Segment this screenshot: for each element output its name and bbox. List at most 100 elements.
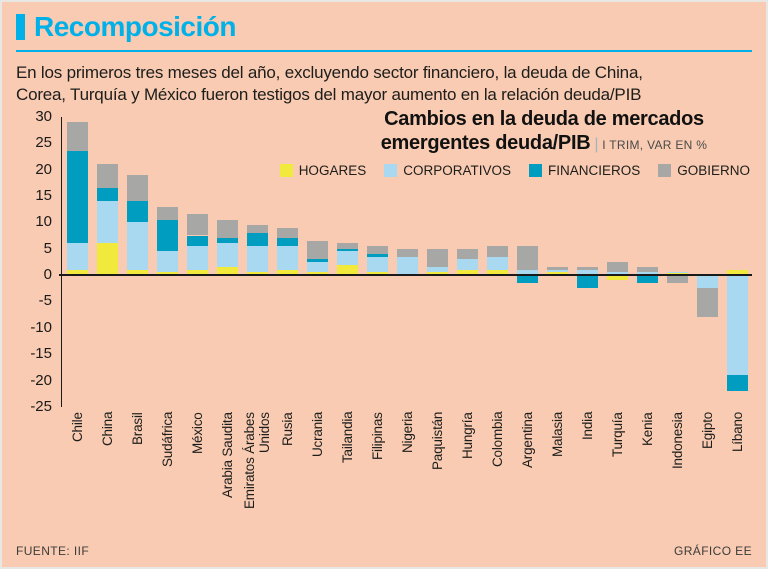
bar-segment-financieros bbox=[156, 219, 178, 252]
x-axis-label: Sudáfrica bbox=[159, 411, 175, 468]
bar-segment-corporativos bbox=[246, 246, 268, 273]
chart: Cambios en la deuda de mercados emergent… bbox=[14, 108, 754, 529]
bar-segment-gobierno bbox=[486, 246, 508, 257]
y-tick-label: 0 bbox=[43, 266, 52, 284]
bar-segment-corporativos bbox=[396, 256, 418, 276]
legend-item-financieros: FINANCIEROS bbox=[528, 162, 641, 178]
x-label-slot: India bbox=[572, 412, 602, 527]
x-label-slot: Colombia bbox=[482, 412, 512, 527]
bar-segment-gobierno bbox=[96, 164, 118, 189]
bar-segment-corporativos bbox=[306, 261, 328, 273]
bar-segment-hogares bbox=[366, 272, 388, 276]
x-axis-label: Paquistán bbox=[429, 411, 445, 471]
bar-segment-financieros bbox=[306, 259, 328, 262]
bar-segment-gobierno bbox=[606, 261, 628, 273]
legend-item-corporativos: CORPORATIVOS bbox=[384, 163, 511, 178]
bar-segment-gobierno bbox=[396, 248, 418, 257]
bar-segment-gobierno bbox=[186, 214, 208, 236]
x-axis-label: Líbano bbox=[729, 411, 745, 452]
legend-label: GOBIERNO bbox=[677, 162, 750, 178]
bar-segment-hogares bbox=[156, 272, 178, 276]
bar-segment-corporativos bbox=[516, 269, 538, 276]
x-axis-label: Turquía bbox=[609, 411, 625, 457]
bar-segment-financieros bbox=[726, 375, 748, 392]
y-axis: 30 25 20 15 10 5 0 -5 -10 -15 -20 -25 bbox=[14, 108, 58, 415]
x-label-slot: Emiratos Árabes Unidos bbox=[242, 412, 272, 527]
bar-segment-financieros bbox=[126, 201, 148, 223]
bar-segment-hogares bbox=[96, 243, 118, 276]
x-axis-label: Tailandia bbox=[339, 411, 355, 464]
bar-segment-corporativos bbox=[156, 251, 178, 273]
bar-segment-hogares bbox=[186, 269, 208, 276]
header-divider bbox=[16, 50, 752, 52]
bar-segment-gobierno bbox=[636, 267, 658, 273]
page-title: Recomposición bbox=[34, 11, 236, 42]
chart-title-separator: | bbox=[594, 135, 599, 153]
bar-segment-gobierno bbox=[696, 288, 718, 318]
bar-segment-gobierno bbox=[276, 227, 298, 239]
x-axis-label: Filipinas bbox=[369, 411, 385, 460]
chart-title: Cambios en la deuda de mercados emergent… bbox=[338, 107, 750, 155]
bar-segment-corporativos bbox=[426, 267, 448, 273]
y-tick-label: -15 bbox=[30, 345, 52, 363]
y-tick-label: -25 bbox=[30, 397, 52, 415]
bar-segment-corporativos bbox=[336, 251, 358, 265]
legend-item-gobierno: GOBIERNO bbox=[658, 163, 750, 178]
bar-segment-gobierno bbox=[216, 219, 238, 239]
bar-segment-financieros bbox=[336, 248, 358, 252]
bar-segment-hogares bbox=[216, 267, 238, 276]
x-label-slot: Turquía bbox=[602, 412, 632, 527]
x-axis-label: Emiratos Árabes Unidos bbox=[242, 411, 272, 509]
x-label-slot: Egipto bbox=[692, 412, 722, 527]
y-tick-label: 25 bbox=[35, 134, 52, 152]
bar-segment-hogares bbox=[726, 269, 748, 276]
x-label-slot: China bbox=[92, 412, 122, 527]
x-axis-label: Egipto bbox=[699, 411, 715, 449]
bar-segment-corporativos bbox=[366, 256, 388, 273]
x-axis-label: Kenia bbox=[639, 411, 655, 446]
chart-legend: HOGARES CORPORATIVOS FINANCIEROS GOBIERNO bbox=[279, 162, 750, 178]
x-label-slot: Arabia Saudita bbox=[212, 412, 242, 527]
bar-segment-financieros bbox=[96, 188, 118, 202]
x-label-slot: Ucrania bbox=[302, 412, 332, 527]
y-tick-label: 5 bbox=[43, 239, 52, 257]
legend-label: FINANCIEROS bbox=[547, 162, 641, 178]
bar-segment-gobierno bbox=[66, 122, 88, 152]
x-axis-label: Argentina bbox=[519, 411, 535, 468]
bar-segment-hogares bbox=[246, 272, 268, 276]
x-axis-label: Indonesia bbox=[669, 411, 685, 469]
y-tick-label: 15 bbox=[35, 186, 52, 204]
bar-segment-gobierno bbox=[156, 206, 178, 220]
intro-text: En los primeros tres meses del año, excl… bbox=[16, 62, 752, 107]
bar-segment-gobierno bbox=[246, 224, 268, 233]
page-header: Recomposición bbox=[16, 11, 752, 43]
bar-segment-gobierno bbox=[426, 248, 448, 268]
bar-segment-hogares bbox=[486, 269, 508, 276]
x-axis-label: México bbox=[189, 411, 205, 454]
bar-segment-corporativos bbox=[126, 222, 148, 270]
bar-segment-corporativos bbox=[486, 256, 508, 270]
bar-segment-corporativos bbox=[696, 275, 718, 289]
bar-segment-corporativos bbox=[216, 243, 238, 268]
y-tick-label: -20 bbox=[30, 371, 52, 389]
bar-segment-financieros bbox=[216, 238, 238, 244]
bar-segment-corporativos bbox=[666, 271, 688, 274]
x-label-slot: México bbox=[182, 412, 212, 527]
bar-segment-gobierno bbox=[576, 267, 598, 270]
x-label-slot: Argentina bbox=[512, 412, 542, 527]
bar-segment-financieros bbox=[576, 275, 598, 289]
title-marker bbox=[16, 14, 25, 40]
x-label-slot: Kenia bbox=[632, 412, 662, 527]
x-axis-label: Ucrania bbox=[309, 411, 325, 457]
bar-segment-corporativos bbox=[546, 269, 568, 273]
chart-footer: FUENTE: IIF GRÁFICO EE bbox=[16, 544, 752, 558]
bar-segment-hogares bbox=[66, 269, 88, 276]
chart-title-text: Cambios en la deuda de mercados emergent… bbox=[380, 107, 704, 154]
bar-segment-corporativos bbox=[96, 201, 118, 244]
y-tick-label: 30 bbox=[35, 107, 52, 125]
legend-swatch bbox=[279, 163, 293, 177]
x-axis-label: Colombia bbox=[489, 411, 505, 468]
bar-segment-financieros bbox=[66, 151, 88, 244]
x-axis-label: Arabia Saudita bbox=[219, 411, 235, 498]
bar-segment-hogares bbox=[276, 269, 298, 276]
